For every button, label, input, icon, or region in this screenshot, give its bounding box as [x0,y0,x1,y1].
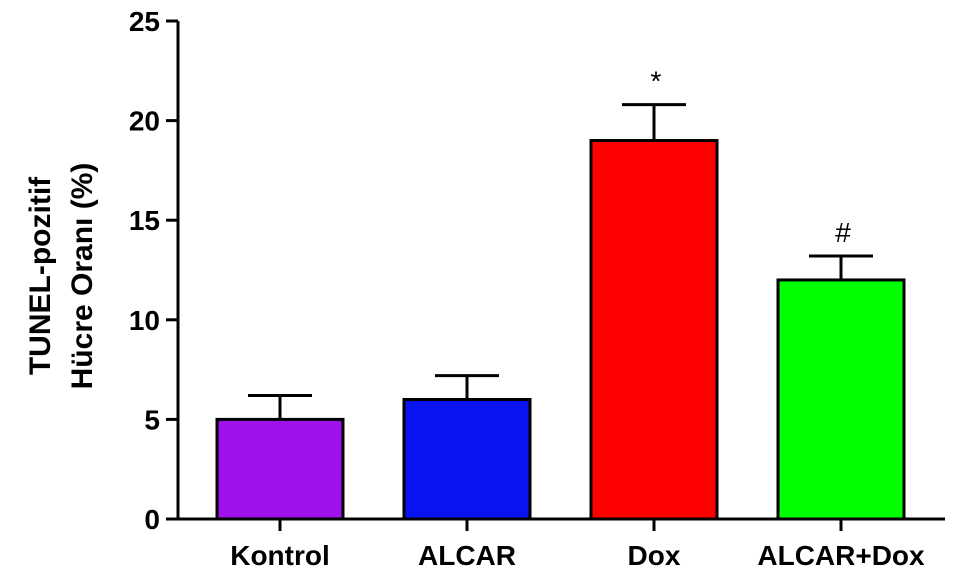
bar [589,139,719,521]
y-tick-label: 10 [129,305,160,336]
y-axis-label: TUNEL-pozitif Hücre Oranı (%) [24,163,99,390]
x-tick-label: Kontrol [230,540,330,571]
bar [215,417,345,521]
significance-marker: * [651,66,662,97]
x-tick-label: ALCAR+Dox [757,540,925,571]
bar [776,278,906,521]
significance-marker: # [835,217,851,248]
y-tick-label: 5 [144,404,160,435]
x-tick-label: ALCAR [418,540,516,571]
bars: *# [215,66,906,521]
axes: 0 5 10 15 20 25 Kontrol ALCAR Dox ALCAR+Dox [129,6,945,571]
y-tick-label: 0 [144,504,160,535]
y-tick-label: 20 [129,106,160,137]
y-axis-label-line-2: Hücre Oranı (%) [66,163,99,390]
y-axis-label-line-1: TUNEL-pozitif [24,176,57,375]
y-tick-label: 15 [129,205,160,236]
y-tick-label: 25 [129,6,160,37]
bar [402,397,532,521]
x-tick-label: Dox [628,540,681,571]
